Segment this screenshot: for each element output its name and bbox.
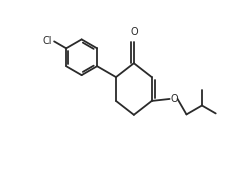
Text: O: O [130,27,138,37]
Text: Cl: Cl [43,36,52,46]
Text: O: O [171,94,178,104]
